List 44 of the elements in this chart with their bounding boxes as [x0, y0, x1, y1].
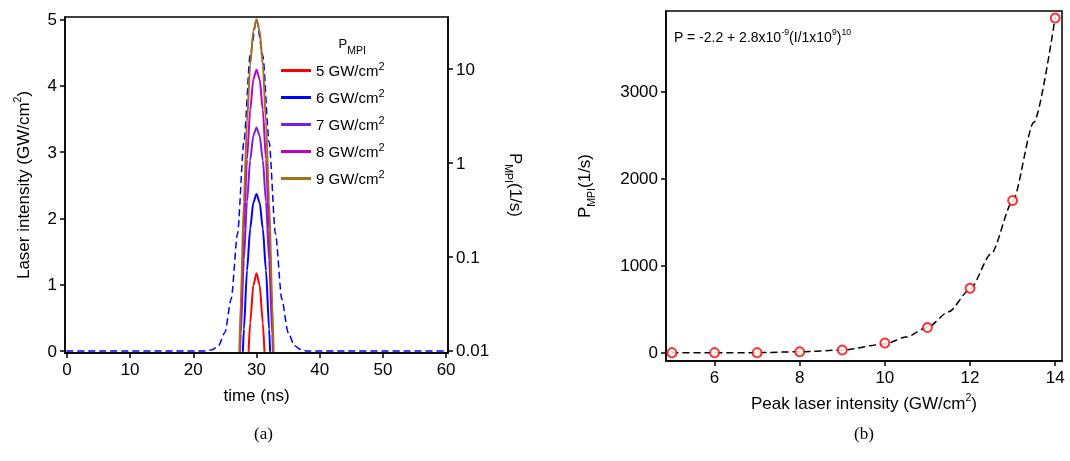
y-tick-label: 2 — [47, 208, 57, 228]
y-tick-label: 1 — [47, 275, 57, 295]
y-tick-label: 2000 — [620, 169, 658, 189]
y2-tick-label: 1 — [456, 153, 466, 173]
point — [709, 347, 721, 359]
x-tick-label: 8 — [794, 368, 805, 387]
y-tick-label: 3 — [47, 142, 57, 162]
text: (b) — [854, 424, 874, 443]
x-tick-label: 10 — [120, 360, 140, 379]
y-tick-label: 5 — [47, 10, 57, 30]
y-tick-label: 4 — [47, 76, 57, 96]
x-tick-label: 0 — [62, 360, 72, 379]
x-axis-title: time (ns) — [223, 385, 290, 405]
point — [964, 282, 976, 294]
point — [666, 347, 678, 359]
x-tick-label: 30 — [247, 360, 266, 379]
line-series — [247, 272, 266, 352]
y2-tick-label: 0.1 — [456, 247, 480, 267]
point — [1007, 195, 1019, 207]
x-tick-label: 60 — [436, 360, 456, 379]
y-axis-title: Laser intensity (GW/cm2) — [10, 90, 33, 280]
point — [836, 344, 848, 356]
x-tick-label: 50 — [373, 360, 393, 379]
x-tick-label: 6 — [709, 368, 720, 387]
x-tick-label: 12 — [960, 368, 980, 387]
x-tick-label: 14 — [1045, 368, 1065, 387]
x-tick-label: 20 — [183, 360, 203, 379]
y-tick-label: 3000 — [620, 82, 658, 102]
y2-tick-label: 10 — [456, 59, 475, 79]
point — [794, 346, 806, 358]
x-tick-label: 10 — [875, 368, 895, 387]
y-tick-label: 0 — [648, 343, 658, 363]
point — [921, 321, 933, 333]
point — [1049, 12, 1061, 24]
point — [751, 347, 763, 359]
y-tick-label: 1000 — [620, 256, 658, 276]
y2-tick-label: 0.01 — [456, 341, 490, 361]
point — [879, 337, 891, 349]
text: (a) — [254, 424, 273, 443]
y2-axis-title: PMPI(1/s) — [502, 152, 525, 218]
y-axis-title: PMPI(1/s) — [574, 153, 597, 219]
x-tick-label: 40 — [310, 360, 330, 379]
y-tick-label: 0 — [47, 341, 57, 361]
line-series — [241, 192, 272, 352]
